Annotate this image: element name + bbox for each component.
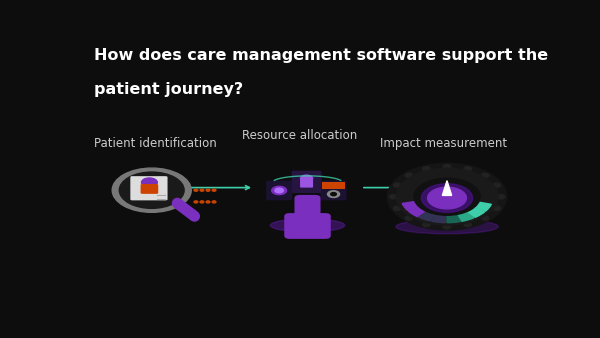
Circle shape bbox=[272, 186, 287, 195]
Circle shape bbox=[396, 168, 498, 225]
Circle shape bbox=[331, 193, 337, 196]
Circle shape bbox=[206, 189, 210, 191]
Circle shape bbox=[194, 201, 198, 203]
Circle shape bbox=[200, 201, 204, 203]
Circle shape bbox=[493, 206, 500, 210]
Circle shape bbox=[443, 225, 451, 229]
Circle shape bbox=[428, 187, 466, 209]
Circle shape bbox=[443, 165, 451, 169]
Circle shape bbox=[389, 195, 397, 199]
Circle shape bbox=[481, 173, 489, 177]
Circle shape bbox=[405, 216, 413, 220]
Circle shape bbox=[206, 201, 210, 203]
Text: Impact measurement: Impact measurement bbox=[380, 137, 506, 150]
Wedge shape bbox=[432, 197, 447, 223]
Text: How does care management software support the: How does care management software suppor… bbox=[94, 48, 548, 63]
Circle shape bbox=[464, 222, 472, 227]
FancyBboxPatch shape bbox=[322, 182, 345, 189]
FancyBboxPatch shape bbox=[266, 180, 292, 200]
FancyBboxPatch shape bbox=[295, 195, 320, 222]
Circle shape bbox=[493, 183, 500, 187]
Wedge shape bbox=[409, 197, 447, 217]
Circle shape bbox=[301, 175, 313, 182]
Circle shape bbox=[119, 172, 184, 208]
Wedge shape bbox=[419, 197, 447, 221]
Ellipse shape bbox=[270, 219, 344, 232]
Circle shape bbox=[194, 189, 198, 191]
Circle shape bbox=[328, 191, 340, 197]
Circle shape bbox=[421, 184, 473, 212]
Circle shape bbox=[405, 173, 413, 177]
Circle shape bbox=[212, 189, 216, 191]
Text: Resource allocation: Resource allocation bbox=[242, 129, 358, 142]
FancyBboxPatch shape bbox=[140, 184, 158, 194]
Circle shape bbox=[394, 206, 401, 210]
Polygon shape bbox=[442, 180, 452, 195]
Text: Patient identification: Patient identification bbox=[94, 137, 217, 150]
Circle shape bbox=[422, 167, 430, 171]
FancyBboxPatch shape bbox=[292, 171, 322, 193]
Circle shape bbox=[394, 183, 401, 187]
Text: patient journey?: patient journey? bbox=[94, 82, 243, 97]
FancyBboxPatch shape bbox=[320, 180, 347, 200]
Circle shape bbox=[422, 222, 430, 227]
FancyBboxPatch shape bbox=[130, 176, 167, 200]
Circle shape bbox=[497, 195, 505, 199]
Ellipse shape bbox=[396, 219, 498, 234]
Wedge shape bbox=[402, 197, 447, 210]
Circle shape bbox=[464, 167, 472, 171]
Circle shape bbox=[414, 178, 480, 215]
Circle shape bbox=[112, 168, 191, 212]
Wedge shape bbox=[447, 197, 460, 223]
Circle shape bbox=[275, 188, 283, 193]
Wedge shape bbox=[447, 197, 485, 217]
Circle shape bbox=[200, 189, 204, 191]
Circle shape bbox=[481, 216, 489, 220]
FancyBboxPatch shape bbox=[284, 213, 331, 239]
Circle shape bbox=[142, 178, 157, 187]
Wedge shape bbox=[447, 197, 474, 221]
Circle shape bbox=[388, 163, 506, 230]
FancyBboxPatch shape bbox=[300, 179, 313, 188]
Wedge shape bbox=[447, 197, 491, 211]
Circle shape bbox=[212, 201, 216, 203]
